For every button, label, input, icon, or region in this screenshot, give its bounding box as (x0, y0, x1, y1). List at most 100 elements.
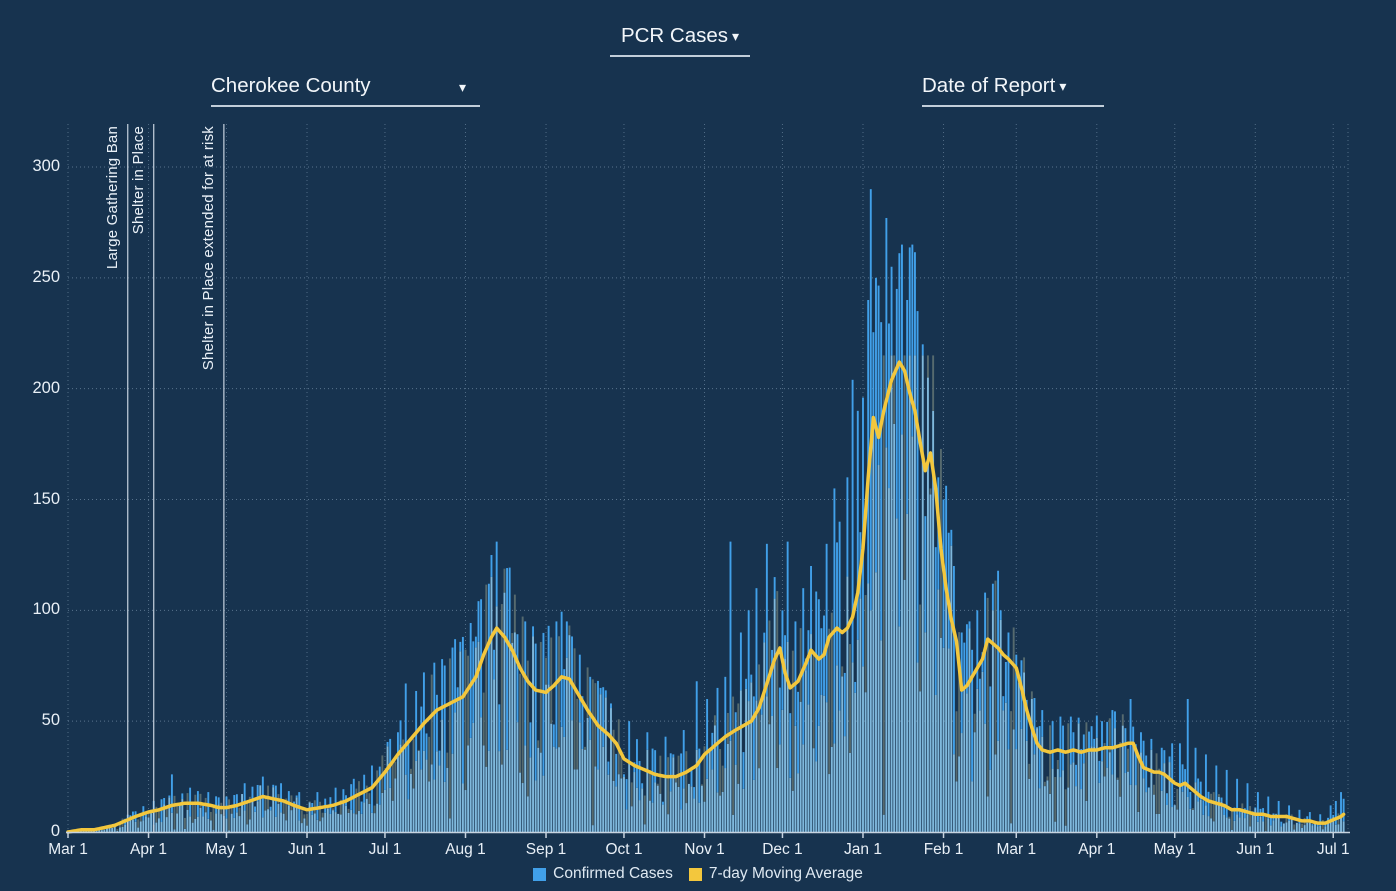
bar-confirmed-cases (1194, 747, 1197, 783)
bar-confirmed-cases (316, 792, 319, 820)
bar-overlap (1280, 826, 1283, 832)
bar-secondary (212, 805, 215, 830)
bar-secondary (573, 648, 576, 770)
bar-overlap (287, 805, 290, 832)
bar-overlap (329, 813, 332, 832)
bar-confirmed-cases (1220, 797, 1223, 802)
bar-overlap (913, 355, 916, 832)
bar-confirmed-cases (493, 649, 496, 680)
bar-overlap (119, 827, 121, 832)
bar-confirmed-cases (763, 632, 766, 643)
bar-confirmed-cases (729, 541, 732, 741)
bar-confirmed-cases (778, 687, 781, 745)
bar-overlap (233, 817, 236, 832)
bar-secondary (376, 770, 379, 804)
bar-overlap (308, 802, 311, 832)
bar-confirmed-cases (1124, 728, 1127, 774)
bar-secondary (732, 696, 735, 815)
bar-overlap (412, 788, 415, 832)
bar-overlap (259, 785, 262, 832)
bar-confirmed-cases (1199, 781, 1202, 800)
bar-overlap (563, 736, 566, 832)
date-type-dropdown[interactable]: Date of Report ▾ (922, 74, 1104, 107)
bar-overlap (1056, 769, 1059, 832)
bar-confirmed-cases (1236, 778, 1239, 815)
bar-overlap (137, 827, 140, 832)
bar-confirmed-cases (287, 791, 290, 806)
bar-confirmed-cases (459, 641, 462, 652)
bar-overlap (615, 786, 618, 832)
bar-overlap (1217, 796, 1220, 832)
bar-confirmed-cases (529, 722, 532, 758)
bar-overlap (524, 745, 527, 832)
bar-overlap (1215, 804, 1218, 832)
bar-confirmed-cases (851, 379, 854, 663)
bar-overlap (573, 769, 576, 832)
bar-overlap (1129, 784, 1132, 832)
bar-secondary (776, 591, 779, 768)
bar-overlap (1072, 762, 1075, 832)
bar-secondary (1290, 814, 1293, 818)
bar-overlap (963, 685, 966, 832)
y-axis-label: 50 (41, 711, 60, 730)
bar-overlap (1204, 805, 1207, 832)
bar-overlap (872, 419, 875, 832)
bar-overlap (334, 812, 337, 832)
bar-overlap (674, 782, 677, 832)
bar-overlap (820, 694, 823, 832)
bar-secondary (1293, 824, 1296, 830)
bar-secondary (519, 673, 522, 773)
bar-confirmed-cases (760, 700, 763, 715)
bar-confirmed-cases (906, 300, 909, 514)
bar-overlap (358, 811, 360, 832)
bar-overlap (589, 739, 592, 832)
bar-confirmed-cases (1324, 824, 1327, 827)
bar-overlap (667, 814, 670, 832)
bar-confirmed-cases (604, 690, 607, 698)
bar-confirmed-cases (807, 630, 810, 705)
bar-overlap (612, 780, 615, 832)
bar-overlap (1121, 725, 1124, 832)
bar-overlap (1106, 767, 1109, 832)
bar-confirmed-cases (784, 635, 786, 659)
y-axis-label: 200 (32, 378, 60, 397)
bar-confirmed-cases (163, 798, 166, 805)
bar-overlap (934, 694, 937, 832)
bar-secondary (903, 355, 906, 580)
bar-confirmed-cases (1069, 716, 1072, 765)
bar-confirmed-cases (771, 649, 774, 717)
title-dropdown[interactable]: PCR Cases ▾ (610, 24, 750, 57)
bar-secondary (339, 799, 342, 815)
bar-confirmed-cases (885, 217, 888, 448)
bar-secondary (685, 751, 688, 804)
bar-confirmed-cases (869, 189, 872, 611)
bar-overlap (430, 764, 433, 832)
bar-overlap (1186, 796, 1189, 832)
bar-secondary (186, 793, 189, 810)
bar-overlap (981, 671, 984, 832)
bar-overlap (880, 640, 883, 832)
bar-overlap (965, 693, 968, 832)
bar-secondary (238, 807, 241, 817)
bar-overlap (1189, 808, 1192, 832)
bar-overlap (1251, 814, 1254, 832)
bar-overlap (111, 827, 114, 832)
bar-overlap (597, 769, 599, 832)
bar-confirmed-cases (1093, 738, 1096, 747)
bar-secondary (482, 692, 485, 746)
bar-overlap (945, 594, 948, 832)
bar-confirmed-cases (1088, 731, 1090, 753)
county-dropdown[interactable]: Cherokee County ▾ (211, 74, 480, 107)
bar-overlap (768, 724, 771, 832)
bar-confirmed-cases (838, 521, 841, 711)
bar-overlap (1197, 801, 1200, 832)
bar-secondary (1210, 793, 1213, 819)
bar-overlap (823, 695, 825, 832)
bar-overlap (134, 821, 137, 832)
bar-overlap (555, 748, 558, 832)
bar-confirmed-cases (825, 543, 828, 703)
bar-confirmed-cases (765, 543, 768, 697)
bar-overlap (812, 748, 815, 832)
bar-confirmed-cases (698, 748, 701, 803)
bar-overlap (1293, 829, 1296, 832)
